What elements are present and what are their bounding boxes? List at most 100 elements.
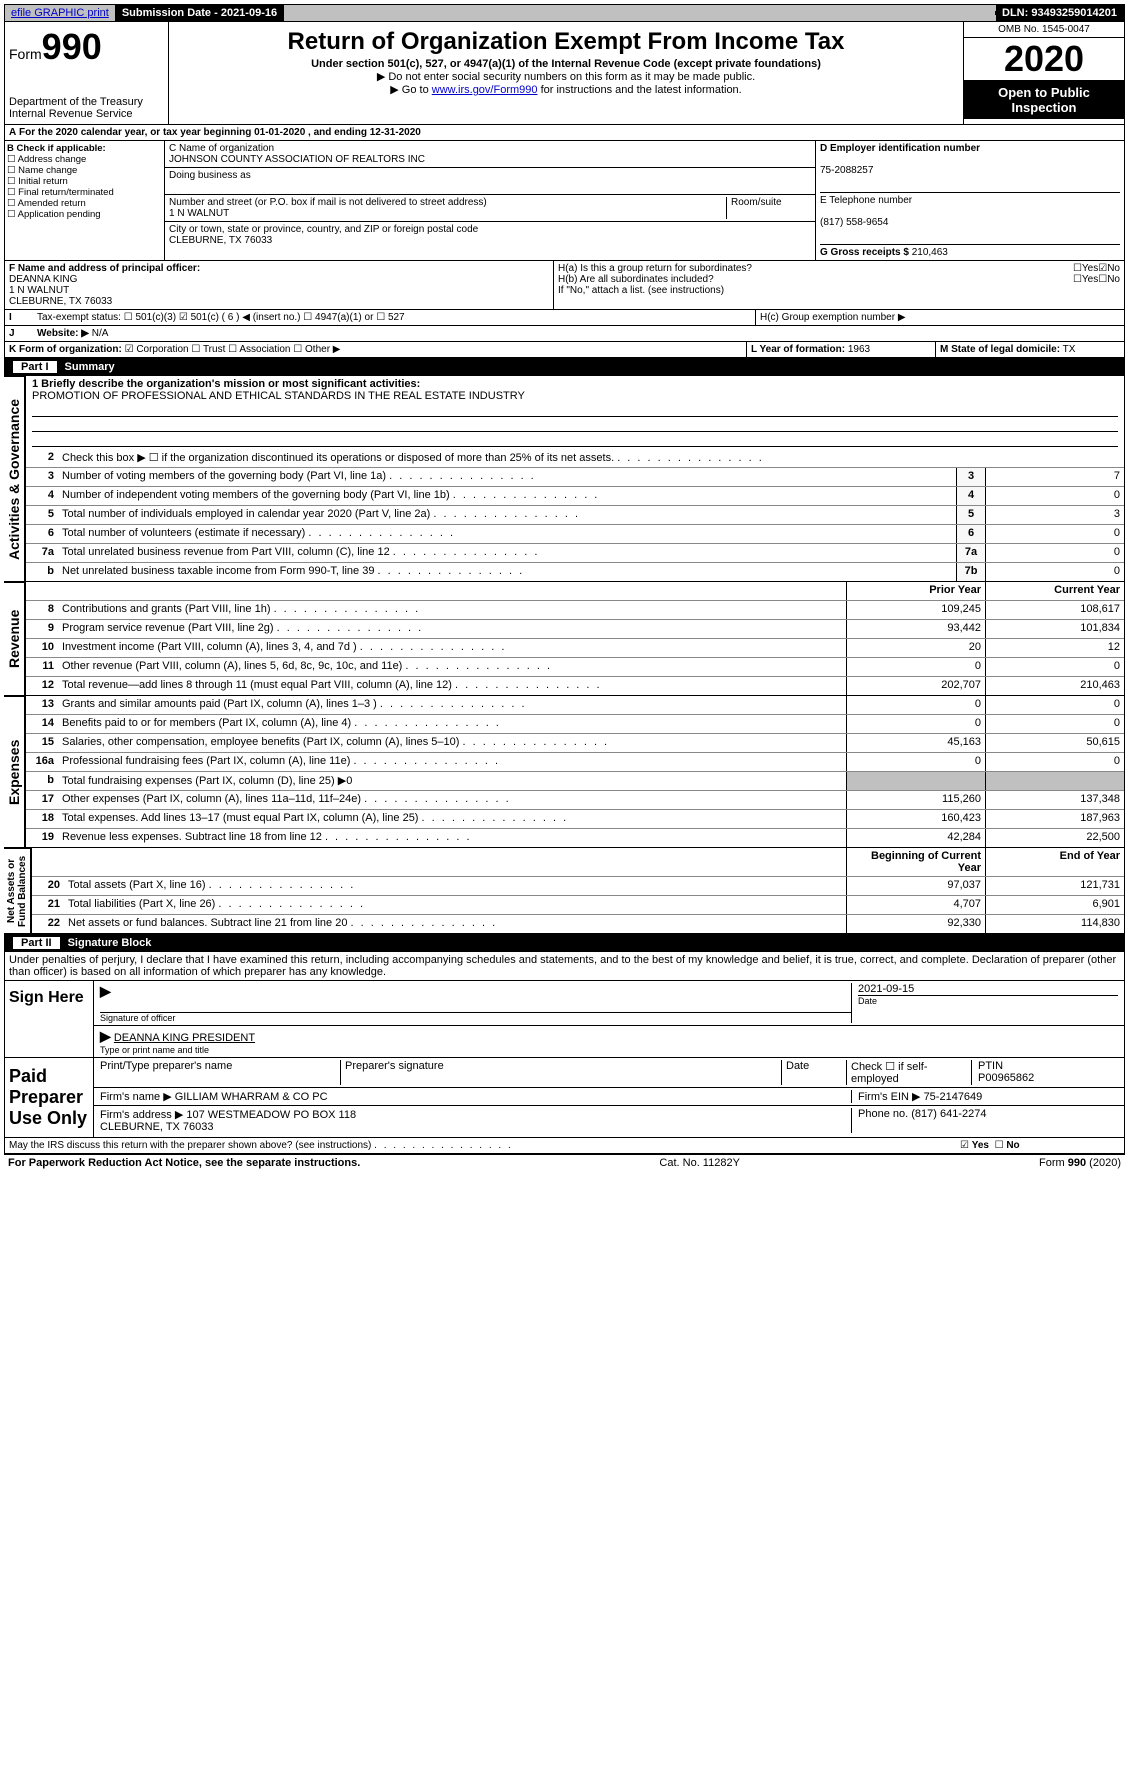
- form-number: 990: [42, 26, 102, 67]
- l-label: L Year of formation:: [751, 344, 845, 355]
- gov-line: 3Number of voting members of the governi…: [26, 468, 1124, 487]
- opt-trust: Trust: [203, 344, 225, 355]
- k-label: K Form of organization:: [9, 344, 122, 355]
- year-formation: 1963: [848, 344, 870, 355]
- part1-header: Part I Summary: [4, 358, 1125, 376]
- tab-revenue: Revenue: [4, 582, 25, 696]
- i-501c3-checkbox[interactable]: ☐: [124, 312, 133, 323]
- prep-name-label: Print/Type preparer's name: [100, 1060, 340, 1085]
- hb-yes-checkbox[interactable]: ☐: [1073, 274, 1082, 285]
- k-corp-checkbox[interactable]: ☑: [125, 344, 134, 355]
- telephone: (817) 558-9654: [820, 217, 888, 228]
- d-label: D Employer identification number: [820, 143, 980, 154]
- opt-corp: Corporation: [136, 344, 188, 355]
- checkbox[interactable]: ☐: [7, 187, 16, 198]
- expense-line: 13Grants and similar amounts paid (Part …: [26, 696, 1124, 715]
- form-title: Return of Organization Exempt From Incom…: [173, 28, 959, 56]
- firm-phone: (817) 641-2274: [911, 1108, 986, 1120]
- ha-yes-checkbox[interactable]: ☐: [1073, 263, 1082, 274]
- discuss-no-checkbox[interactable]: ☐: [995, 1140, 1004, 1151]
- gross-receipts: 210,463: [912, 247, 948, 258]
- i-label: Tax-exempt status:: [37, 312, 121, 323]
- revenue-line: 10Investment income (Part VIII, column (…: [26, 639, 1124, 658]
- city-label: City or town, state or province, country…: [169, 224, 478, 235]
- yes-label: Yes: [972, 1140, 989, 1151]
- tab-governance: Activities & Governance: [4, 376, 25, 582]
- city-state-zip: CLEBURNE, TX 76033: [169, 235, 272, 246]
- col-prior-year: Prior Year: [846, 582, 985, 600]
- checkbox[interactable]: ☐: [7, 165, 16, 176]
- col-end-year: End of Year: [985, 848, 1124, 876]
- checkbox[interactable]: ☐: [7, 154, 16, 165]
- i-501c-checkbox[interactable]: ☑: [179, 312, 188, 323]
- sign-here-label: Sign Here: [5, 981, 94, 1057]
- irs-link[interactable]: www.irs.gov/Form990: [432, 84, 538, 96]
- hb-note: If "No," attach a list. (see instruction…: [558, 285, 1120, 296]
- subtitle-1: Under section 501(c), 527, or 4947(a)(1)…: [173, 58, 959, 70]
- discuss-yes-checkbox[interactable]: ☑: [960, 1140, 969, 1151]
- penalty-text: Under penalties of perjury, I declare th…: [4, 952, 1125, 981]
- phone-label: Phone no.: [858, 1108, 908, 1120]
- catalog-number: Cat. No. 11282Y: [659, 1157, 740, 1169]
- e-label: E Telephone number: [820, 195, 912, 206]
- firm-name-label: Firm's name ▶: [100, 1091, 172, 1103]
- ha-no-checkbox[interactable]: ☑: [1098, 263, 1107, 274]
- firm-ein: 75-2147649: [924, 1091, 983, 1103]
- expense-line: 15Salaries, other compensation, employee…: [26, 734, 1124, 753]
- firm-addr-label: Firm's address ▶: [100, 1109, 183, 1121]
- no-label: No: [1006, 1140, 1019, 1151]
- officer: DEANNA KING 1 N WALNUT CLEBURNE, TX 7603…: [9, 274, 112, 307]
- form-header: Form990 Department of the Treasury Inter…: [4, 22, 1125, 125]
- ein: 75-2088257: [820, 165, 873, 176]
- g-label: G Gross receipts $: [820, 247, 909, 258]
- room-label: Room/suite: [726, 197, 811, 219]
- checkbox[interactable]: ☐: [7, 176, 16, 187]
- firm-name: GILLIAM WHARRAM & CO PC: [175, 1091, 328, 1103]
- b-label: B Check if applicable:: [7, 143, 106, 154]
- hb-no-checkbox[interactable]: ☐: [1098, 274, 1107, 285]
- omb-number: OMB No. 1545-0047: [964, 22, 1124, 38]
- k-assoc-checkbox[interactable]: ☐: [228, 344, 237, 355]
- gov-line: 2Check this box ▶ ☐ if the organization …: [26, 449, 1124, 468]
- i-527-checkbox[interactable]: ☐: [376, 312, 385, 323]
- i-4947-checkbox[interactable]: ☐: [303, 312, 312, 323]
- no-label: No: [1107, 263, 1120, 274]
- name-title-label: Type or print name and title: [100, 1045, 1118, 1055]
- ptin: P00965862: [978, 1072, 1034, 1084]
- revenue-line: 9Program service revenue (Part VIII, lin…: [26, 620, 1124, 639]
- firm-ein-label: Firm's EIN ▶: [858, 1091, 921, 1103]
- part2-title: Signature Block: [68, 937, 152, 949]
- prep-date-label: Date: [781, 1060, 846, 1085]
- ha-label: H(a) Is this a group return for subordin…: [558, 263, 1073, 274]
- k-other-checkbox[interactable]: ☐: [293, 344, 302, 355]
- paid-preparer-label: Paid Preparer Use Only: [5, 1058, 94, 1137]
- subtitle-3a: ▶ Go to: [390, 84, 431, 96]
- efile-link[interactable]: efile GRAPHIC print: [5, 5, 116, 21]
- expense-line: bTotal fundraising expenses (Part IX, co…: [26, 772, 1124, 791]
- gov-line: bNet unrelated business taxable income f…: [26, 563, 1124, 581]
- f-label: F Name and address of principal officer:: [9, 263, 200, 274]
- col-begin-year: Beginning of Current Year: [846, 848, 985, 876]
- k-trust-checkbox[interactable]: ☐: [191, 344, 200, 355]
- checkbox[interactable]: ☐: [7, 209, 16, 220]
- topbar: efile GRAPHIC print Submission Date - 20…: [4, 4, 1125, 22]
- part2-label: Part II: [13, 937, 60, 949]
- opt-527: 527: [388, 312, 405, 323]
- opt-501c3: 501(c)(3): [135, 312, 176, 323]
- gov-line: 4Number of independent voting members of…: [26, 487, 1124, 506]
- form-prefix: Form: [9, 46, 42, 62]
- ptin-label: PTIN: [978, 1060, 1003, 1072]
- gov-line: 5Total number of individuals employed in…: [26, 506, 1124, 525]
- subtitle-3b: for instructions and the latest informat…: [538, 84, 742, 96]
- sig-date: 2021-09-15: [858, 983, 914, 995]
- checkbox[interactable]: ☐: [7, 198, 16, 209]
- entity-block: B Check if applicable: ☐ Address change☐…: [4, 141, 1125, 261]
- prep-sig-label: Preparer's signature: [340, 1060, 781, 1085]
- col-current-year: Current Year: [985, 582, 1124, 600]
- part1-title: Summary: [65, 361, 115, 373]
- expense-line: 14Benefits paid to or for members (Part …: [26, 715, 1124, 734]
- m-label: M State of legal domicile:: [940, 344, 1060, 355]
- c-name-label: C Name of organization: [169, 143, 274, 154]
- opt-assoc: Association: [239, 344, 290, 355]
- part1-label: Part I: [13, 361, 57, 373]
